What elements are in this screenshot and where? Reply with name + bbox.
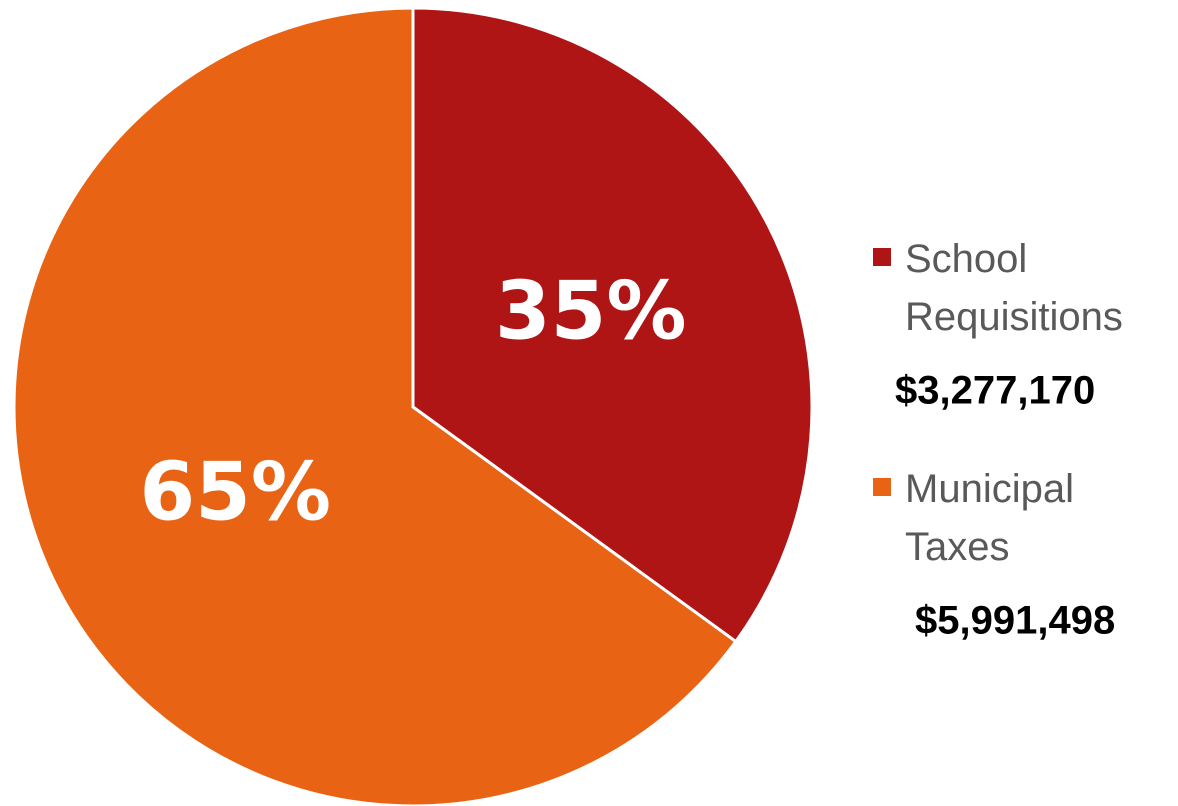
legend-amount: $3,277,170 bbox=[895, 369, 1095, 413]
pie-slice bbox=[411, 6, 814, 644]
slice-label: 35% bbox=[495, 264, 686, 357]
slice-label: 65% bbox=[140, 446, 331, 539]
legend-label: School Requisitions bbox=[905, 237, 1123, 339]
legend-amount: $5,991,498 bbox=[915, 599, 1115, 643]
pie-slice bbox=[12, 6, 738, 806]
legend-swatch bbox=[873, 478, 891, 496]
legend-swatch bbox=[873, 248, 891, 266]
legend-label: Municipal Taxes bbox=[905, 467, 1074, 569]
